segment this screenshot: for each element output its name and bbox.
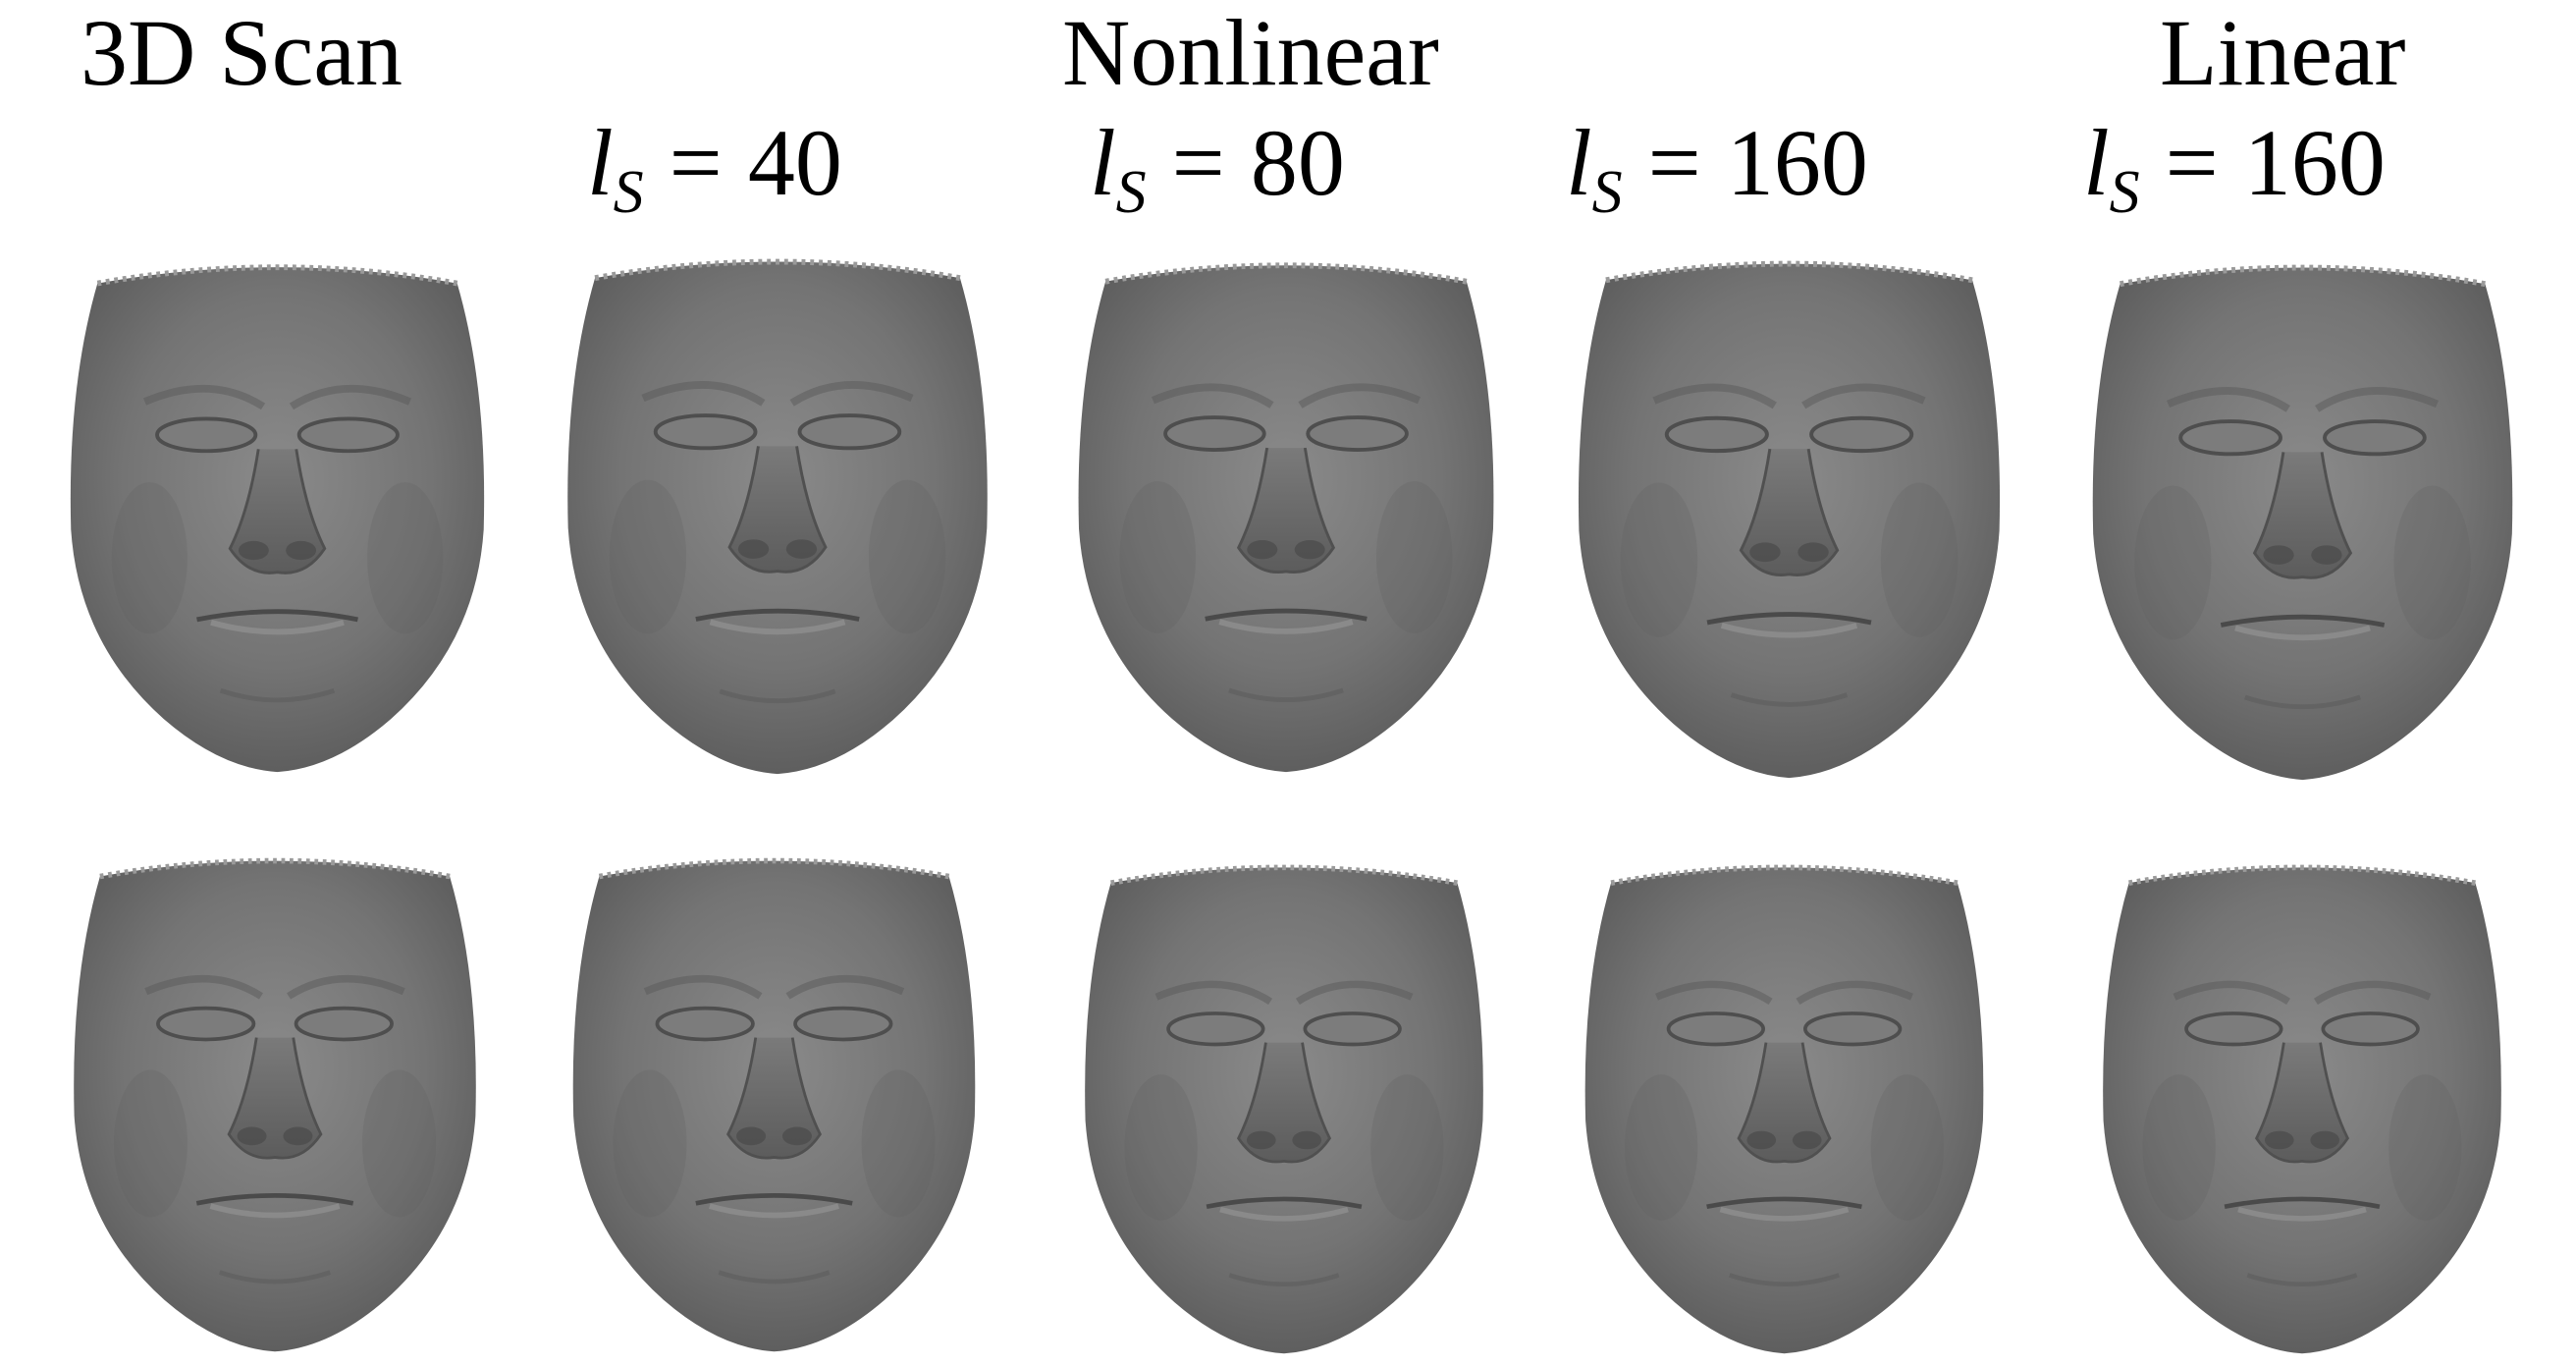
param-label-80: lS = 80	[1090, 110, 1345, 226]
param-label-160-linear: lS = 160	[2083, 110, 2386, 226]
header-nonlinear: Nonlinear	[1062, 0, 1439, 105]
header-3d-scan: 3D Scan	[80, 0, 402, 105]
header-linear: Linear	[2160, 0, 2406, 105]
face-3d-scan-row2	[74, 861, 476, 1352]
face-nonlinear-40-row2	[573, 861, 976, 1352]
face-nonlinear-160-row2	[1585, 867, 1984, 1353]
face-linear-160-row2	[2103, 867, 2501, 1353]
face-nonlinear-80-row1	[1079, 265, 1494, 772]
param-label-40: lS = 40	[587, 110, 842, 226]
face-3d-scan-row1	[71, 267, 484, 772]
face-linear-160-row1	[2093, 268, 2513, 781]
face-nonlinear-80-row2	[1085, 867, 1483, 1353]
param-label-160-nonlinear: lS = 160	[1566, 110, 1868, 226]
face-nonlinear-40-row1	[567, 262, 988, 775]
face-nonlinear-160-row1	[1579, 264, 2000, 778]
